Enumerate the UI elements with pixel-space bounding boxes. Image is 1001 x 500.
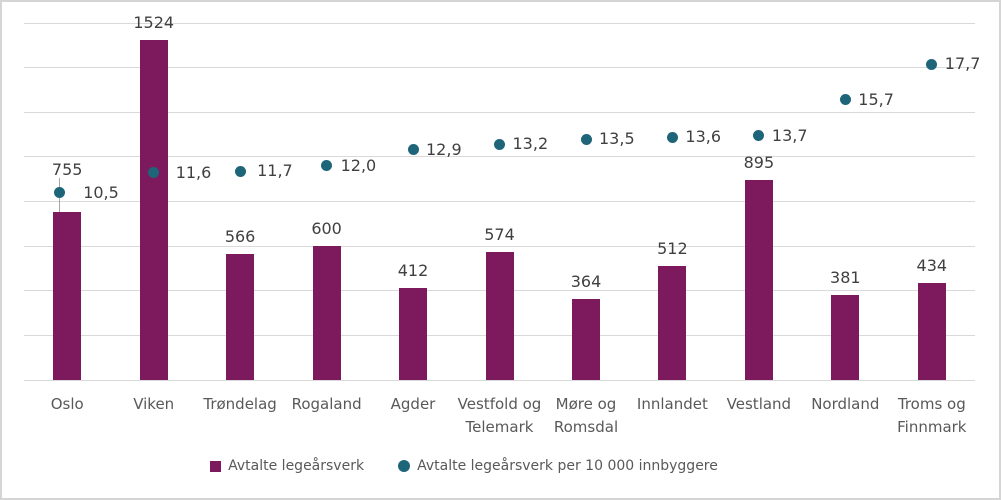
bar [831, 295, 860, 380]
x-axis-label: Oslo [17, 393, 117, 416]
x-axis-label: Viken [104, 393, 204, 416]
x-axis-label-line: Rogaland [291, 395, 362, 413]
bar-series-swatch-icon [210, 460, 222, 472]
x-axis-label-line: Telemark [465, 418, 534, 436]
x-axis-label-line: Vestland [726, 395, 792, 413]
x-axis-label-line: Troms og [897, 395, 966, 413]
gridline [24, 67, 975, 69]
bar-value-label: 512 [657, 238, 688, 258]
bar-value-label: 434 [916, 256, 948, 276]
x-axis-label: Agder [363, 393, 463, 416]
bar [226, 253, 255, 380]
bar-value-label: 381 [830, 268, 861, 287]
bar-value-label: 1524 [133, 13, 175, 32]
x-axis-label-line: Finnmark [897, 418, 967, 436]
legend-label-dot-series: Avtalte legeårsverk per 10 000 innbygger… [417, 458, 718, 474]
x-axis-label-line: Vestfold og [457, 395, 542, 413]
legend: Avtalte legeårsverk Avtalte legeårsverk … [0, 458, 928, 474]
bar-value-label: 412 [397, 261, 429, 281]
scatter-value-label: 13,6 [685, 127, 722, 147]
x-axis-label-line: Viken [133, 395, 175, 413]
legend-item-dot-series: Avtalte legeårsverk per 10 000 innbygger… [398, 458, 718, 474]
bar [139, 40, 168, 380]
scatter-value-label: 13,5 [599, 129, 635, 148]
scatter-value-label: 10,5 [83, 182, 119, 202]
scatter-point [53, 187, 65, 199]
x-axis-label-line: Agder [390, 395, 436, 413]
x-axis-label-line: Nordland [811, 395, 880, 413]
scatter-value-label: 17,7 [944, 54, 981, 74]
x-axis-label: Trøndelag [190, 393, 290, 416]
scatter-point [580, 133, 592, 145]
x-axis-label: Innlandet [622, 393, 722, 416]
bar-value-label: 364 [570, 271, 602, 291]
x-axis-label: Nordland [795, 393, 895, 416]
x-axis-label: Møre og Romsdal [536, 393, 636, 439]
gridline [24, 156, 975, 158]
scatter-value-label: 13,2 [512, 134, 549, 154]
bar-value-label: 574 [484, 224, 515, 244]
scatter-value-label: 12,9 [426, 139, 462, 159]
scatter-point [753, 130, 765, 141]
bar-value-label: 600 [311, 219, 342, 239]
x-axis-label-line: Innlandet [636, 395, 708, 413]
scatter-value-label: 11,6 [175, 162, 212, 182]
gridline [24, 379, 975, 381]
x-axis-label-line: Møre og [555, 395, 617, 413]
legend-item-bar-series: Avtalte legeårsverk [210, 458, 364, 474]
bar [485, 251, 514, 380]
bar [53, 211, 82, 380]
gridline [24, 245, 975, 247]
scatter-point [839, 94, 851, 106]
scatter-point [148, 167, 160, 179]
scatter-point [666, 131, 678, 143]
scatter-value-label: 12,0 [340, 155, 377, 175]
x-axis-label-line: Trøndelag [203, 395, 277, 413]
gridline [24, 22, 975, 24]
scatter-point [926, 58, 938, 70]
bar-value-label: 895 [743, 153, 775, 173]
gridline [24, 201, 975, 202]
bar [399, 288, 427, 380]
scatter-value-label: 15,7 [858, 89, 894, 109]
scatter-point [234, 165, 246, 177]
x-axis-label-line: Romsdal [553, 418, 619, 436]
bar [312, 246, 341, 380]
x-axis-label-line: Oslo [50, 395, 84, 413]
bar [744, 180, 773, 380]
x-axis-label: Vestland [709, 393, 809, 416]
scatter-point [494, 138, 505, 150]
legend-label-bar-series: Avtalte legeårsverk [228, 458, 365, 474]
scatter-value-label: 11,7 [257, 161, 293, 181]
bar-value-label: 566 [224, 226, 256, 246]
scatter-point [407, 144, 419, 156]
x-axis-label: Vestfold og Telemark [450, 393, 550, 439]
bar [572, 298, 600, 380]
dot-series-swatch-icon [398, 460, 411, 472]
bar [917, 283, 946, 380]
scatter-value-label: 13,7 [771, 125, 808, 145]
bar-value-label: 755 [51, 159, 83, 179]
bar [658, 265, 687, 380]
x-axis-label: Troms og Finnmark [882, 393, 982, 439]
x-axis-label: Rogaland [277, 393, 377, 416]
gridline [24, 111, 975, 113]
scatter-point [321, 160, 333, 172]
